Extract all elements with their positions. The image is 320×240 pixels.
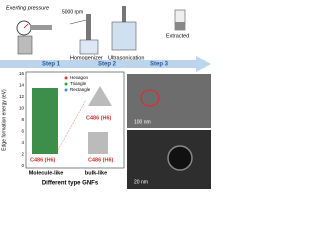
x-axis-label: Different type GNFs — [42, 181, 99, 187]
step: Step 2 — [98, 62, 117, 68]
y-tick-label: 14 — [19, 83, 25, 88]
label: Exerting pressure — [6, 5, 49, 11]
y-tick-label: 12 — [19, 94, 25, 99]
y-tick-label: 6 — [21, 129, 24, 134]
vial — [174, 9, 186, 31]
particle — [167, 145, 193, 171]
homogenizer — [69, 14, 99, 55]
x-tick-label: bulk-like — [85, 170, 107, 176]
annotation: C486 (H6) — [30, 157, 56, 163]
molecule-region — [32, 88, 58, 154]
label: 5000 rpm — [62, 9, 83, 15]
arrow-head — [196, 56, 211, 72]
y-tick-label: 0 — [21, 163, 24, 168]
graphical-abstract: Exerting pressure 5000 rpm Homogenizer U… — [0, 5, 211, 189]
y-tick-label: 16 — [19, 71, 25, 76]
legend-label: Triangle — [70, 81, 87, 86]
ultrasonicator — [111, 6, 137, 51]
step-band — [0, 60, 205, 68]
y-tick-label: 10 — [19, 106, 25, 111]
annotation: C486 (H6) — [86, 115, 112, 121]
legend-label: Rectangle — [70, 87, 91, 92]
step: Step 1 — [42, 62, 61, 68]
annotation: C486 (H6) — [88, 157, 114, 163]
chart-dynamic: 0 2 4 6 8 10 12 14 16 Molecule-like bulk-like Hexag… — [19, 71, 114, 176]
legend-marker — [64, 76, 68, 80]
step: Step 3 — [150, 62, 169, 68]
sem-image — [127, 74, 211, 128]
y-tick-label: 8 — [21, 117, 24, 122]
y-tick-label: 4 — [21, 140, 24, 145]
legend-marker — [64, 88, 68, 92]
shape-icon — [88, 132, 108, 154]
label: Ultrasonication — [108, 55, 144, 61]
highlight — [140, 89, 160, 107]
label: Extracted — [166, 33, 189, 39]
label: Homogenizer — [70, 55, 103, 61]
scale-bar-label: 100 nm — [134, 119, 151, 125]
legend-label: Hexagon — [70, 75, 89, 80]
scale-bar-label: 20 nm — [134, 179, 148, 185]
y-axis-label: Edge formation energy (eV) — [1, 89, 7, 151]
x-tick-label: Molecule-like — [29, 170, 64, 176]
connector — [57, 99, 87, 151]
y-tick-label: 2 — [21, 152, 24, 157]
pressure-apparatus — [16, 20, 52, 55]
shape-icon — [88, 86, 112, 106]
legend-marker — [64, 82, 68, 86]
